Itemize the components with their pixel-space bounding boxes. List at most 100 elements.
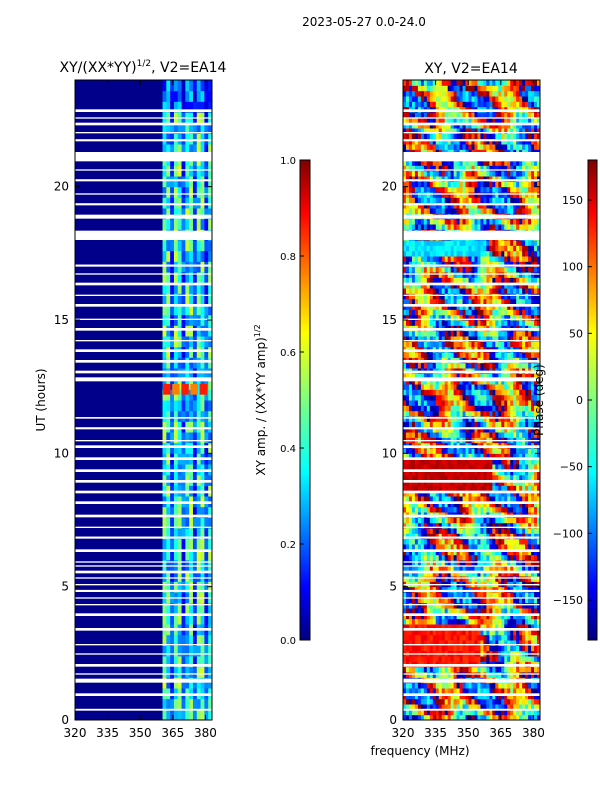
panel2-cell xyxy=(420,629,425,636)
panel1-cell xyxy=(185,176,190,188)
panel2-cell xyxy=(510,634,514,641)
panel2-cell xyxy=(468,485,472,492)
panel2-cell xyxy=(528,565,532,572)
panel2-cell xyxy=(441,432,446,438)
panel2-cell xyxy=(477,597,481,604)
panel2-cell xyxy=(411,341,416,348)
panel2-cell xyxy=(486,330,490,337)
panel2-cell xyxy=(435,405,440,412)
panel1-cell xyxy=(181,282,186,294)
panel2-cell xyxy=(489,682,493,689)
panel2-cell xyxy=(471,304,475,310)
panel2-cell xyxy=(411,714,416,720)
panel1-ytick-label: 20 xyxy=(54,180,69,194)
panel2-cell xyxy=(525,320,529,326)
panel2-cell xyxy=(462,256,467,262)
panel2-cell xyxy=(450,298,455,305)
panel2-cell xyxy=(447,693,452,700)
panel2-cell xyxy=(489,597,493,604)
panel1-cell xyxy=(189,293,194,305)
panel1-cell xyxy=(162,538,167,550)
panel2-cell xyxy=(438,480,443,486)
panel2-cell xyxy=(414,682,419,689)
panel2-cell xyxy=(408,314,413,321)
panel2-cell xyxy=(429,645,434,652)
panel2-cell xyxy=(507,640,511,646)
panel2-cell xyxy=(483,528,487,534)
panel2-cell xyxy=(510,496,514,502)
panel1-cell xyxy=(189,122,194,134)
panel1-cell xyxy=(173,250,179,262)
panel1-cell xyxy=(208,634,212,646)
panel2-cell xyxy=(429,256,434,262)
panel2-cell xyxy=(531,533,535,540)
panel2-cell xyxy=(441,714,446,720)
panel2-cell xyxy=(477,330,481,337)
panel2-cell xyxy=(414,485,419,492)
panel2-cell xyxy=(516,384,520,390)
panel2-cell xyxy=(459,629,464,636)
panel2-cell xyxy=(528,645,532,652)
panel1-cell xyxy=(192,506,198,518)
panel1-xtick-label: 365 xyxy=(161,726,184,740)
panel2-cell xyxy=(507,245,511,252)
panel2-cell xyxy=(444,645,449,652)
panel2-cell xyxy=(441,565,446,572)
panel2-cell xyxy=(501,496,505,502)
panel2-cell xyxy=(507,320,511,326)
panel2-cell xyxy=(528,266,532,273)
panel2-cell xyxy=(468,672,472,678)
panel1-cell xyxy=(173,133,179,145)
panel2-cell xyxy=(468,608,472,614)
panel2-cell xyxy=(468,384,472,390)
panel2-cell xyxy=(483,282,487,289)
panel2-cell xyxy=(537,432,540,438)
panel2-cell xyxy=(435,629,440,636)
panel2-cell xyxy=(507,576,511,582)
panel2-cell xyxy=(480,458,484,465)
panel2-cell xyxy=(414,618,419,625)
panel2-cell xyxy=(423,453,428,460)
panel2-cell xyxy=(483,314,487,321)
panel2-cell xyxy=(471,608,475,614)
panel2-cell xyxy=(426,640,431,646)
panel1-cell xyxy=(170,506,175,518)
panel2-cell xyxy=(468,528,472,534)
panel2-cell xyxy=(513,613,517,620)
panel2-cell xyxy=(450,682,455,689)
panel2-cell xyxy=(414,304,419,310)
panel2-cell xyxy=(408,464,413,470)
panel2-cell xyxy=(510,469,514,476)
panel2-cell xyxy=(516,672,520,678)
panel2-cell xyxy=(465,293,470,300)
panel2-cell xyxy=(453,378,458,385)
panel2-cell xyxy=(405,517,410,524)
panel2-cell xyxy=(498,485,502,492)
panel2-cell xyxy=(501,277,505,284)
panel2-cell xyxy=(462,608,467,614)
panel2-cell xyxy=(522,464,526,470)
panel2-cell xyxy=(531,714,535,720)
panel1-ytick-label: 10 xyxy=(54,446,69,460)
panel2-cell xyxy=(471,362,475,369)
panel2-cell xyxy=(471,314,475,321)
panel2-cell xyxy=(456,298,461,305)
panel2-cell xyxy=(405,570,410,577)
panel2-cell xyxy=(525,490,529,497)
panel2-cell xyxy=(429,480,434,486)
panel2-cell xyxy=(537,656,540,662)
panel2-cell xyxy=(510,288,514,294)
panel2-cell xyxy=(474,400,478,406)
panel2-cell xyxy=(408,506,413,513)
panel1-cell xyxy=(162,186,167,198)
panel2-cell xyxy=(513,709,517,716)
panel2-cell xyxy=(504,480,508,486)
panel2-cell xyxy=(403,629,407,636)
panel1-cell xyxy=(173,602,179,614)
panel2-cell xyxy=(501,613,505,620)
panel2-cell xyxy=(534,288,538,294)
panel2-cell xyxy=(531,666,535,673)
panel2-cell xyxy=(531,565,535,572)
panel2-cell xyxy=(462,688,467,694)
panel2-cell xyxy=(495,613,499,620)
